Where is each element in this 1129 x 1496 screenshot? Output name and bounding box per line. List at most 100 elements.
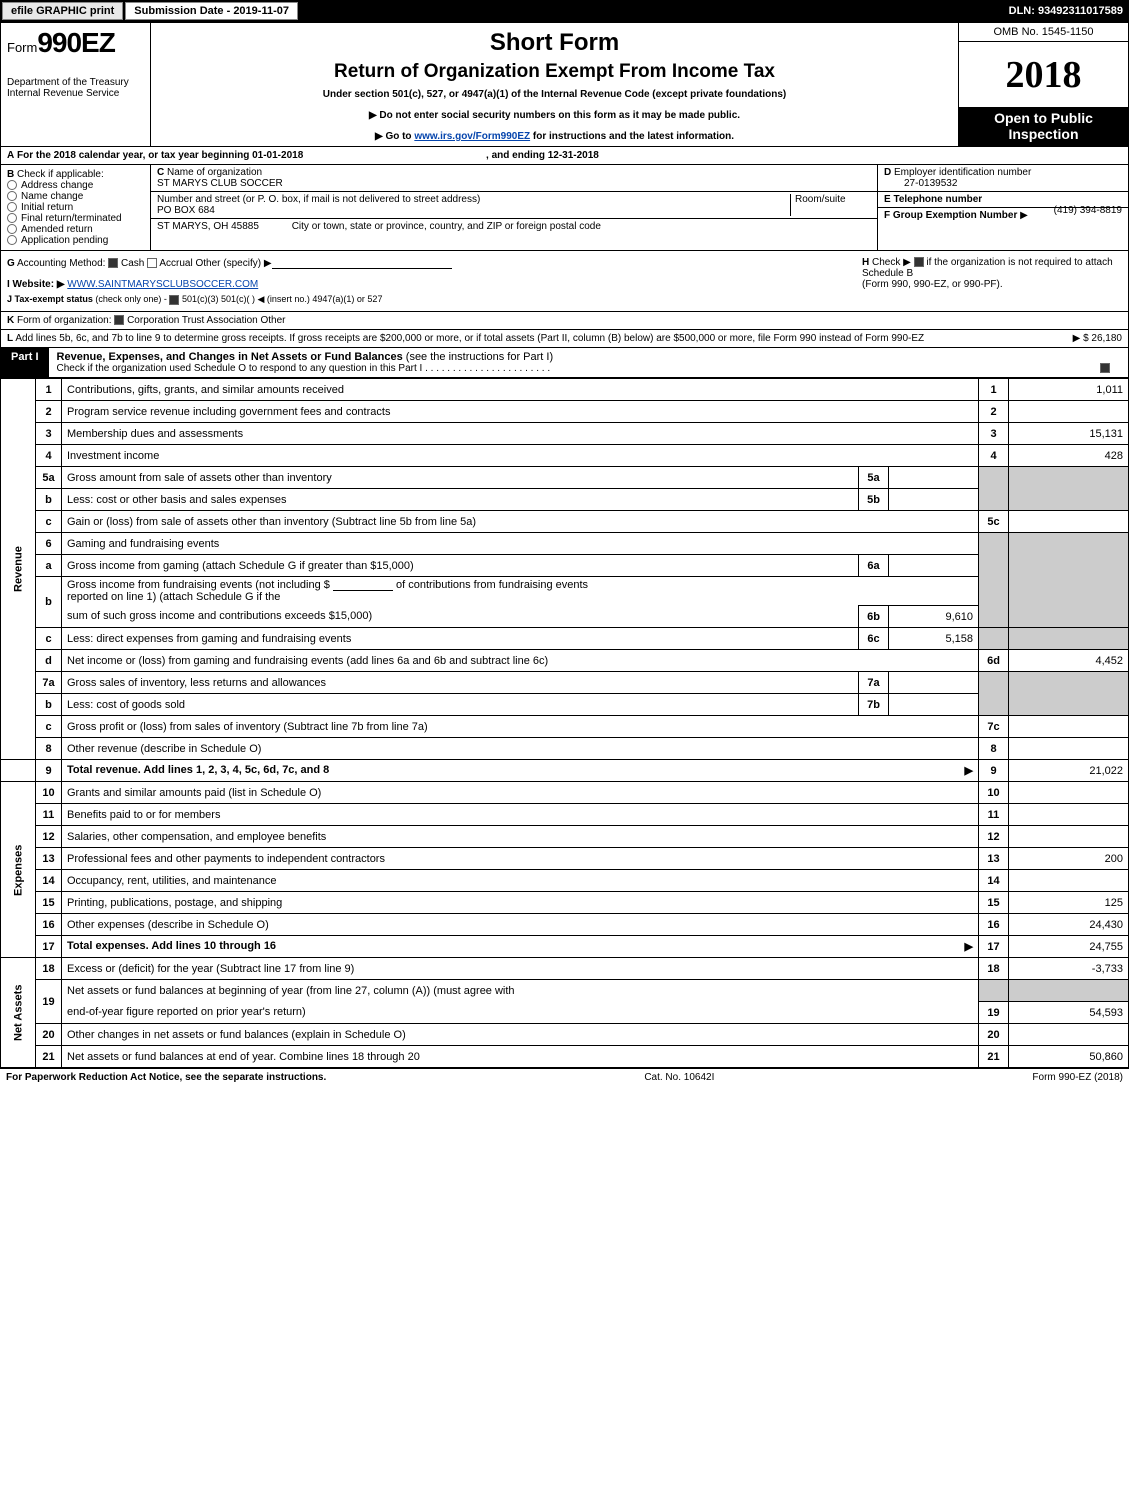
line-num: 15 bbox=[36, 892, 62, 914]
website-link[interactable]: WWW.SAINTMARYSCLUBSOCCER.COM bbox=[67, 279, 258, 290]
efile-print-button[interactable]: efile GRAPHIC print bbox=[2, 2, 123, 20]
col-val: 54,593 bbox=[1009, 1002, 1129, 1024]
line-desc: sum of such gross income and contributio… bbox=[62, 606, 859, 628]
col-val: 21,022 bbox=[1009, 760, 1129, 782]
col-num: 9 bbox=[979, 760, 1009, 782]
row-l-text: Add lines 5b, 6c, and 7b to line 9 to de… bbox=[15, 333, 924, 344]
col-val bbox=[1009, 782, 1129, 804]
line-desc: Other expenses (describe in Schedule O) bbox=[62, 914, 979, 936]
form-header: Form990EZ Department of the Treasury Int… bbox=[0, 22, 1129, 147]
checkbox-name-change[interactable]: Name change bbox=[7, 191, 144, 202]
sub-num: 6b bbox=[859, 606, 889, 628]
row-a-text-end: , and ending 12-31-2018 bbox=[486, 150, 599, 161]
col-num: 16 bbox=[979, 914, 1009, 936]
sub-val bbox=[889, 489, 979, 511]
circle-icon bbox=[7, 224, 17, 234]
checkbox-corporation[interactable] bbox=[114, 315, 124, 325]
grey-cell bbox=[979, 628, 1009, 650]
row-j-text: (check only one) - bbox=[95, 294, 167, 304]
col-c-org-info: C Name of organization ST MARYS CLUB SOC… bbox=[151, 165, 878, 250]
line-num: 2 bbox=[36, 401, 62, 423]
checkbox-schedule-o[interactable] bbox=[1100, 363, 1110, 373]
line-num: c bbox=[36, 628, 62, 650]
line-desc: Less: cost of goods sold bbox=[62, 694, 859, 716]
col-val bbox=[1009, 804, 1129, 826]
row-l-amount: ▶ $ 26,180 bbox=[1073, 333, 1122, 344]
line-num: 20 bbox=[36, 1024, 62, 1046]
circle-icon bbox=[7, 191, 17, 201]
catalog-number: Cat. No. 10642I bbox=[644, 1072, 714, 1083]
line-desc: Other changes in net assets or fund bala… bbox=[62, 1024, 979, 1046]
sub-val: 9,610 bbox=[889, 606, 979, 628]
checkbox-501c3[interactable] bbox=[169, 295, 179, 305]
col-val bbox=[1009, 716, 1129, 738]
col-c-label: C bbox=[157, 167, 164, 178]
line-desc: Gross income from gaming (attach Schedul… bbox=[62, 555, 859, 577]
col-num: 2 bbox=[979, 401, 1009, 423]
short-form-title: Short Form bbox=[490, 29, 619, 57]
line-desc: Professional fees and other payments to … bbox=[62, 848, 979, 870]
line-desc: Investment income bbox=[62, 445, 979, 467]
grey-cell bbox=[1009, 980, 1129, 1002]
col-val: 125 bbox=[1009, 892, 1129, 914]
checkbox-initial-return[interactable]: Initial return bbox=[7, 202, 144, 213]
checkbox-final-return[interactable]: Final return/terminated bbox=[7, 213, 144, 224]
line-num: 5a bbox=[36, 467, 62, 489]
line-num: 13 bbox=[36, 848, 62, 870]
grey-cell bbox=[979, 672, 1009, 716]
form-subtitle: Under section 501(c), 527, or 4947(a)(1)… bbox=[323, 89, 786, 100]
goto-prefix: ▶ Go to bbox=[375, 131, 414, 142]
line-num: c bbox=[36, 511, 62, 533]
col-val: 428 bbox=[1009, 445, 1129, 467]
line-desc: Net assets or fund balances at end of ye… bbox=[62, 1046, 979, 1068]
col-val bbox=[1009, 1024, 1129, 1046]
checkbox-schedule-b[interactable] bbox=[914, 257, 924, 267]
ein-label: Employer identification number bbox=[894, 167, 1031, 178]
line-num: 17 bbox=[36, 936, 62, 958]
checkbox-amended-return[interactable]: Amended return bbox=[7, 224, 144, 235]
submission-date: Submission Date - 2019-11-07 bbox=[125, 2, 298, 20]
line-num: 8 bbox=[36, 738, 62, 760]
open-public-text: Open to Public bbox=[994, 110, 1093, 126]
line-num: 3 bbox=[36, 423, 62, 445]
col-val: -3,733 bbox=[1009, 958, 1129, 980]
col-val bbox=[1009, 511, 1129, 533]
row-j-label: J Tax-exempt status bbox=[7, 294, 93, 304]
line-num: d bbox=[36, 650, 62, 672]
checkbox-application-pending[interactable]: Application pending bbox=[7, 235, 144, 246]
other-specify-input[interactable] bbox=[272, 257, 452, 269]
row-g-label: G bbox=[7, 258, 15, 269]
grey-cell bbox=[979, 533, 1009, 628]
checkbox-cash[interactable] bbox=[108, 258, 118, 268]
open-to-public-badge: Open to Public Inspection bbox=[959, 107, 1128, 146]
line-num: 4 bbox=[36, 445, 62, 467]
checkbox-accrual[interactable] bbox=[147, 258, 157, 268]
goto-link[interactable]: www.irs.gov/Form990EZ bbox=[414, 131, 530, 142]
col-num: 14 bbox=[979, 870, 1009, 892]
line-desc: Gross amount from sale of assets other t… bbox=[62, 467, 859, 489]
checkbox-address-change[interactable]: Address change bbox=[7, 180, 144, 191]
room-suite-label: Room/suite bbox=[795, 194, 846, 205]
line-num: 9 bbox=[36, 760, 62, 782]
sub-val bbox=[889, 694, 979, 716]
group-exemption-label: F Group Exemption Number bbox=[884, 210, 1017, 221]
col-val bbox=[1009, 738, 1129, 760]
col-val bbox=[1009, 870, 1129, 892]
grey-cell bbox=[1009, 533, 1129, 628]
line-num: 21 bbox=[36, 1046, 62, 1068]
form-version: Form 990-EZ (2018) bbox=[1032, 1072, 1123, 1083]
col-val: 50,860 bbox=[1009, 1046, 1129, 1068]
inspection-text: Inspection bbox=[1008, 126, 1078, 142]
col-d-label: D bbox=[884, 167, 891, 178]
omb-number: OMB No. 1545-1150 bbox=[959, 23, 1128, 42]
contrib-amount-input[interactable] bbox=[333, 579, 393, 591]
line-num: 19 bbox=[36, 980, 62, 1024]
line-desc: Occupancy, rent, utilities, and maintena… bbox=[62, 870, 979, 892]
line-num: a bbox=[36, 555, 62, 577]
row-h: H Check ▶ if the organization is not req… bbox=[862, 257, 1122, 305]
org-city-cell: ST MARYS, OH 45885 City or town, state o… bbox=[151, 219, 877, 234]
col-num: 6d bbox=[979, 650, 1009, 672]
accounting-method-label: Accounting Method: bbox=[17, 258, 105, 269]
col-b-checkboxes: B Check if applicable: Address change Na… bbox=[1, 165, 151, 250]
row-h-check: Check ▶ bbox=[872, 257, 911, 268]
